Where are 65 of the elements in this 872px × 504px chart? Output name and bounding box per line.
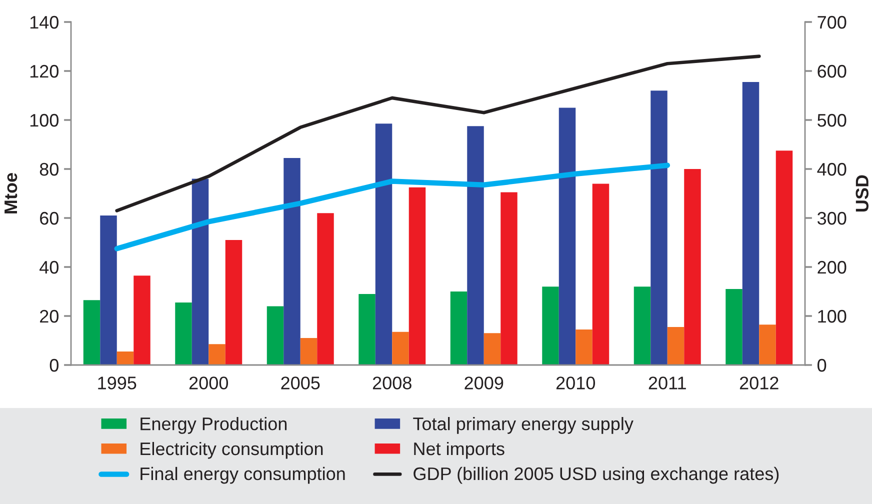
legend-label: Final energy consumption <box>140 466 345 484</box>
bar <box>408 187 426 365</box>
y2-tick-label: 200 <box>818 260 846 274</box>
bar <box>450 292 468 365</box>
bar <box>576 329 592 365</box>
x-tick-label: 2010 <box>556 376 596 390</box>
bar <box>776 150 793 365</box>
legend-label: Net imports <box>414 442 504 459</box>
x-tick-label: 1995 <box>98 376 136 390</box>
y-tick-label: 80 <box>40 162 58 176</box>
bar <box>134 276 150 365</box>
y-tick-label: 0 <box>50 358 58 372</box>
x-tick-label: 2011 <box>648 376 686 390</box>
bar <box>726 289 742 365</box>
bar <box>192 178 209 365</box>
x-tick-label: 2008 <box>372 376 412 390</box>
y2-axis-title: USD <box>856 175 869 212</box>
legend-label: Energy Production <box>140 417 287 434</box>
y2-tick-label: 400 <box>817 162 846 176</box>
legend-label: GDP (billion 2005 USD using exchange rates) <box>414 466 779 484</box>
bar <box>742 82 760 365</box>
bar <box>650 90 668 365</box>
bar <box>558 108 576 365</box>
bar <box>175 302 192 365</box>
y-tick-label: 140 <box>30 16 58 29</box>
bar <box>375 124 392 365</box>
bar <box>759 324 776 365</box>
bar <box>100 216 117 365</box>
bar <box>116 352 134 365</box>
bar <box>484 333 501 365</box>
legend-label: Total primary energy supply <box>413 417 634 434</box>
y-tick-label: 100 <box>30 114 58 127</box>
bar <box>592 184 610 365</box>
bar <box>500 192 518 365</box>
bar <box>634 286 651 365</box>
bar <box>317 213 334 365</box>
bar <box>392 332 409 365</box>
bar <box>83 300 100 365</box>
y-tick-label: 40 <box>40 260 58 274</box>
line-series <box>115 54 761 212</box>
bar <box>684 169 701 365</box>
x-tick-label: 2009 <box>464 376 504 390</box>
bar <box>358 294 376 365</box>
bar <box>300 338 318 365</box>
y-tick-label: 60 <box>40 212 58 225</box>
y2-tick-label: 0 <box>818 358 826 372</box>
bar <box>266 306 284 365</box>
y-tick-label: 120 <box>30 64 58 78</box>
legend-label: Electricity consumption <box>140 442 323 459</box>
y2-tick-label: 500 <box>818 114 846 127</box>
x-tick-label: 2012 <box>740 376 778 390</box>
bar <box>542 286 559 365</box>
x-tick-label: 2000 <box>189 376 228 390</box>
y2-tick-label: 600 <box>818 64 846 78</box>
y-tick-label: 20 <box>40 310 58 323</box>
bar <box>667 327 684 365</box>
y2-tick-label: 700 <box>818 16 846 29</box>
x-tick-label: 2005 <box>281 376 320 390</box>
bar <box>467 126 484 365</box>
bar <box>284 158 300 365</box>
y-axis-title: Mtoe <box>4 173 18 214</box>
y2-tick-label: 300 <box>817 212 846 225</box>
y2-tick-label: 100 <box>818 310 846 323</box>
bar <box>225 240 242 365</box>
bar <box>208 344 226 365</box>
